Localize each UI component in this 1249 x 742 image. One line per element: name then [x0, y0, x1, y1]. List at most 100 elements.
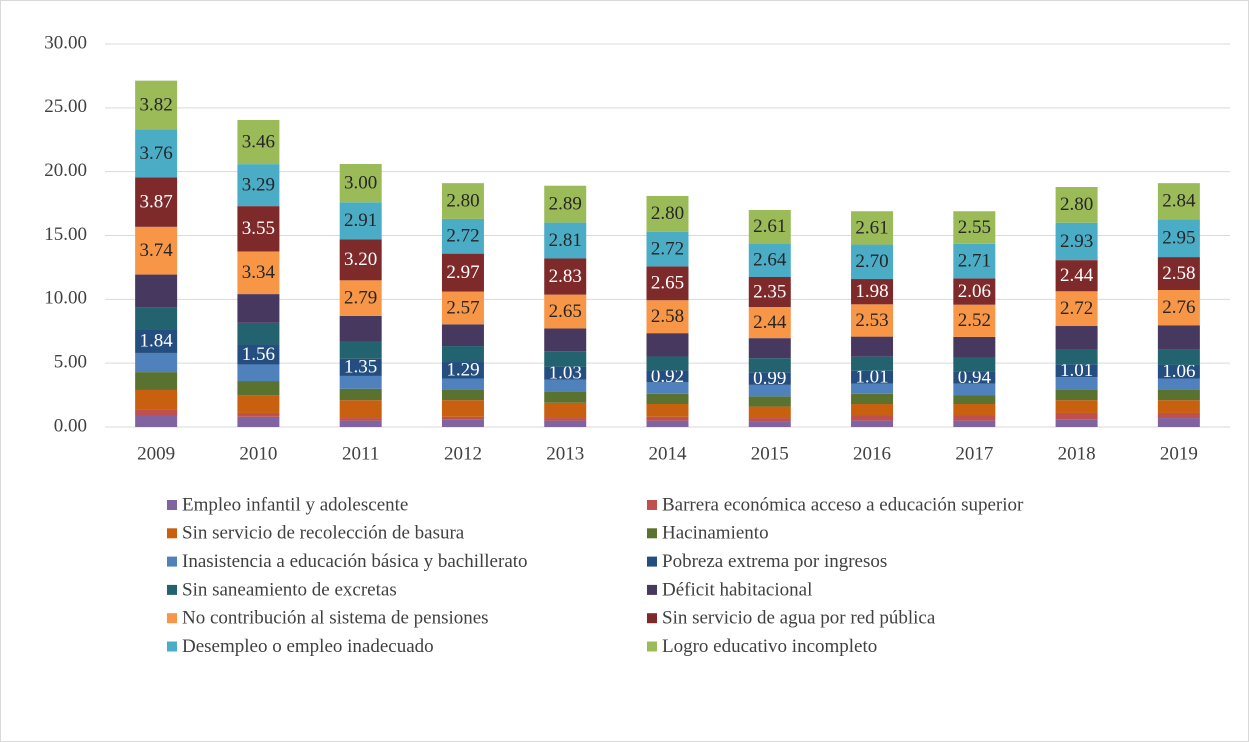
bar-segment	[1157, 349, 1200, 365]
bar-segment	[851, 420, 894, 427]
bar-segment	[544, 351, 587, 367]
bar-segment	[851, 356, 894, 371]
bar-segment	[1055, 364, 1098, 378]
data-label: 2.93	[1060, 231, 1093, 252]
bar-segment	[544, 379, 587, 392]
legend-label: Déficit habitacional	[662, 579, 812, 600]
bar-segment	[646, 195, 689, 232]
bar-segment	[953, 243, 996, 279]
bar-segment	[339, 164, 382, 203]
legend-label: No contribución al sistema de pensiones	[182, 608, 489, 629]
data-label: 1.35	[344, 357, 377, 378]
data-label: 2.80	[1060, 194, 1093, 215]
bar-segment	[851, 415, 894, 421]
bar-segment	[1157, 389, 1200, 401]
data-label: 2.53	[855, 310, 888, 331]
bar-segment	[851, 383, 894, 394]
bar-segment	[544, 366, 587, 380]
data-label: 2.80	[651, 203, 684, 224]
data-label: 0.99	[753, 368, 786, 389]
data-label: 2.83	[549, 266, 582, 287]
data-label: 2.80	[446, 190, 479, 211]
bar-segment	[1055, 186, 1098, 223]
data-label: 1.56	[242, 344, 275, 365]
bar-segment	[1055, 291, 1098, 327]
data-label: 1.03	[549, 363, 582, 384]
bar-segment	[1055, 222, 1098, 261]
bar-segment	[1055, 400, 1098, 413]
data-label: 1.98	[855, 281, 888, 302]
bar-segment	[544, 258, 587, 295]
bar-segment	[953, 404, 996, 416]
bar-segment	[441, 346, 484, 363]
bar-segment	[953, 304, 996, 337]
bar-segment	[1055, 419, 1098, 427]
bar-segment	[135, 352, 178, 373]
legend-swatch	[167, 641, 177, 652]
bar-segment	[339, 239, 382, 281]
bar-segment	[1055, 377, 1098, 390]
bar-segment	[441, 416, 484, 420]
bar-segment	[646, 333, 689, 357]
legend-swatch	[647, 613, 657, 624]
bar-segment	[441, 253, 484, 292]
data-label: 3.82	[140, 94, 173, 115]
bar-segment	[135, 307, 178, 330]
x-tick-label: 2016	[853, 443, 891, 464]
data-label: 2.61	[753, 216, 786, 237]
data-label: 2.71	[958, 250, 991, 271]
data-label: 3.00	[344, 173, 377, 194]
bar-segment	[441, 419, 484, 427]
data-label: 2.35	[753, 281, 786, 302]
bar-segment	[953, 415, 996, 421]
bar-segment	[953, 383, 996, 396]
data-label: 3.34	[242, 262, 276, 283]
bar-segment	[135, 274, 178, 308]
data-label: 2.72	[446, 226, 479, 247]
legend-swatch	[167, 528, 177, 539]
bar-segment	[953, 336, 996, 358]
bar-segment	[1157, 418, 1200, 427]
bar-segment	[851, 370, 894, 384]
bar-segment	[646, 404, 689, 417]
data-label: 2.06	[958, 281, 991, 302]
data-label: 2.70	[855, 251, 888, 272]
data-label: 1.01	[1060, 360, 1093, 381]
bar-segment	[1157, 219, 1200, 258]
bar-segment	[237, 119, 280, 165]
x-tick-label: 2009	[137, 443, 175, 464]
x-tick-label: 2015	[751, 443, 789, 464]
bar-segment	[339, 375, 382, 389]
bar-segment	[1157, 257, 1200, 291]
data-label: 2.91	[344, 210, 377, 231]
legend-label: Desempleo o empleo inadecuado	[182, 636, 434, 657]
bar-segment	[237, 322, 280, 345]
data-label: 2.81	[549, 230, 582, 251]
bar-segment	[646, 382, 689, 394]
bar-segment	[135, 226, 178, 275]
x-tick-label: 2013	[546, 443, 584, 464]
bar-segment	[441, 218, 484, 254]
y-tick-label: 15.00	[44, 224, 87, 245]
legend-label: Empleo infantil y adolescente	[182, 494, 408, 515]
y-tick-label: 10.00	[44, 288, 87, 309]
bar-segment	[237, 251, 280, 295]
bar-segment	[544, 402, 587, 419]
data-label: 3.55	[242, 218, 275, 239]
legend-swatch	[647, 556, 657, 567]
legend-swatch	[167, 584, 177, 595]
bar-segment	[544, 222, 587, 259]
data-label: 2.61	[855, 217, 888, 238]
bar-segment	[851, 404, 894, 416]
bar-segment	[953, 395, 996, 405]
bar-segment	[851, 279, 894, 305]
bar-segment	[1157, 412, 1200, 419]
data-label: 1.84	[140, 331, 174, 352]
y-tick-label: 0.00	[54, 415, 87, 436]
data-label: 2.97	[446, 262, 479, 283]
legend-swatch	[647, 641, 657, 652]
bar-segment	[441, 389, 484, 401]
legend-label: Sin servicio de agua por red pública	[662, 608, 936, 629]
bar-segment	[237, 364, 280, 382]
data-label: 2.64	[753, 249, 787, 270]
